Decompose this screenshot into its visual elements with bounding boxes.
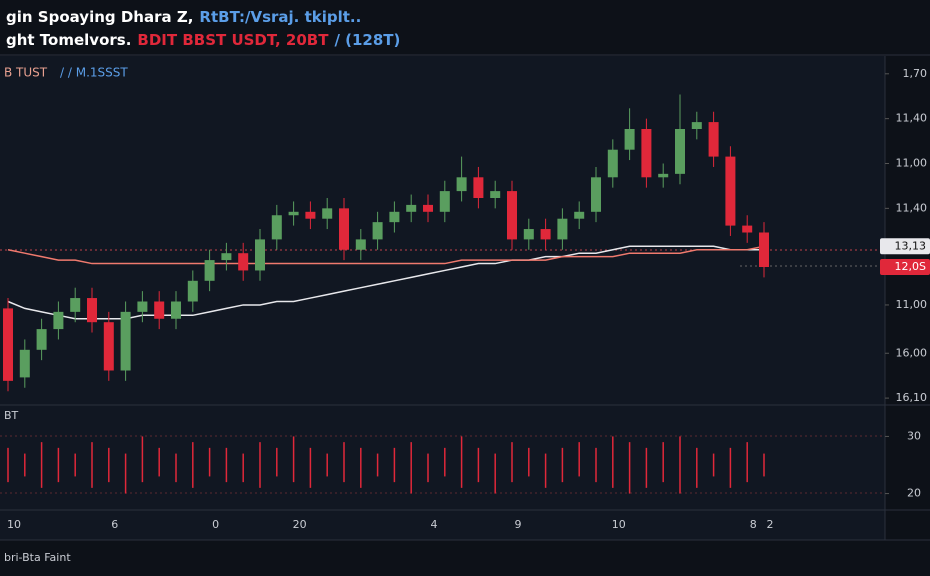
x-tick-label: 9 xyxy=(515,518,522,531)
candle-body xyxy=(708,122,719,157)
candle-body xyxy=(456,177,467,192)
candle-body xyxy=(523,229,534,240)
candle-body xyxy=(473,177,484,198)
candle-body xyxy=(742,225,753,233)
candle-body xyxy=(540,229,551,240)
candle-body xyxy=(288,211,299,216)
candle-body xyxy=(238,253,249,271)
candle-body xyxy=(490,191,501,198)
y-tick-label: 16,00 xyxy=(896,346,928,359)
header-line: gin Spoaying Dhara Z, RtBT:/Vsraj. tkiplt… xyxy=(6,8,361,26)
indicator-title: BT xyxy=(4,409,19,422)
moving-average xyxy=(7,245,765,265)
candle-body xyxy=(305,211,316,219)
y-tick-label: 16,10 xyxy=(896,391,928,404)
candle-body xyxy=(658,173,669,178)
candle-body xyxy=(322,208,333,219)
x-tick-label: 8 xyxy=(750,518,757,531)
x-tick-label: 10 xyxy=(7,518,21,531)
y-tick-label: 11,00 xyxy=(896,298,928,311)
candle-body xyxy=(70,298,81,312)
y-tick-label: 20 xyxy=(907,487,921,500)
candle-body xyxy=(557,218,568,240)
header-text: BDIT BBST USDT, 20BT xyxy=(137,31,329,49)
candle-body xyxy=(87,298,97,323)
candle-body xyxy=(255,239,265,271)
candle-body xyxy=(355,239,366,250)
header-text: / (128T) xyxy=(334,31,400,49)
symbol: B TUST xyxy=(4,66,48,80)
x-tick-label: 20 xyxy=(293,518,307,531)
candle-body xyxy=(204,260,215,281)
candle-body xyxy=(591,177,601,212)
x-tick-label: 2 xyxy=(767,518,774,531)
candle-body xyxy=(137,301,148,312)
x-tick-label: 10 xyxy=(612,518,626,531)
y-tick-label: 1,70 xyxy=(903,67,928,80)
candle-body xyxy=(103,322,114,371)
candle-body xyxy=(675,129,685,174)
candle-body xyxy=(372,222,383,240)
candle-body xyxy=(624,129,635,150)
candle-body xyxy=(423,204,433,212)
price-badge-label: 13,13 xyxy=(895,239,927,252)
candle-body xyxy=(641,129,652,178)
y-tick-label: 30 xyxy=(907,429,921,442)
footer: bri-Bta Faint xyxy=(4,551,71,564)
header-text: RtBT:/Vsraj. tkiplt.. xyxy=(199,8,361,26)
candle-body xyxy=(507,191,517,240)
candle-body xyxy=(389,211,400,223)
candle-body xyxy=(171,301,181,319)
price-badge-label: 12,0S xyxy=(895,260,926,273)
price-badge xyxy=(880,238,930,255)
header-text: ght Tomelvors. xyxy=(6,31,131,49)
candle-body xyxy=(759,232,769,267)
candle-body xyxy=(271,215,282,240)
candle-body xyxy=(36,329,47,350)
candle-body xyxy=(187,280,198,302)
candle-body xyxy=(607,149,618,178)
candle-body xyxy=(574,211,585,219)
y-tick-label: 11,40 xyxy=(896,112,928,125)
candle-body xyxy=(221,253,232,261)
symbol-detail: / / M.1SSST xyxy=(60,66,128,80)
candle-body xyxy=(3,308,13,381)
x-tick-label: 0 xyxy=(212,518,219,531)
candle-body xyxy=(53,311,64,330)
candle-body xyxy=(406,204,417,212)
candle-body xyxy=(154,301,165,319)
y-tick-label: 11,40 xyxy=(896,201,928,214)
header-line: ght Tomelvors. BDIT BBST USDT, 20BT / (128… xyxy=(6,31,400,49)
candle-body xyxy=(725,156,736,226)
chart-area xyxy=(0,56,885,540)
candle-body xyxy=(339,208,349,250)
candle-body xyxy=(691,122,702,129)
header-text: gin Spoaying Dhara Z, xyxy=(6,8,193,26)
x-tick-label: 4 xyxy=(431,518,438,531)
price-badge xyxy=(880,259,930,275)
x-tick-label: 6 xyxy=(111,518,118,531)
y-tick-label: 11,00 xyxy=(896,157,928,170)
candle-body xyxy=(19,349,30,378)
candle-body xyxy=(439,191,450,212)
moving-average xyxy=(7,245,764,320)
candle-body xyxy=(120,311,131,371)
